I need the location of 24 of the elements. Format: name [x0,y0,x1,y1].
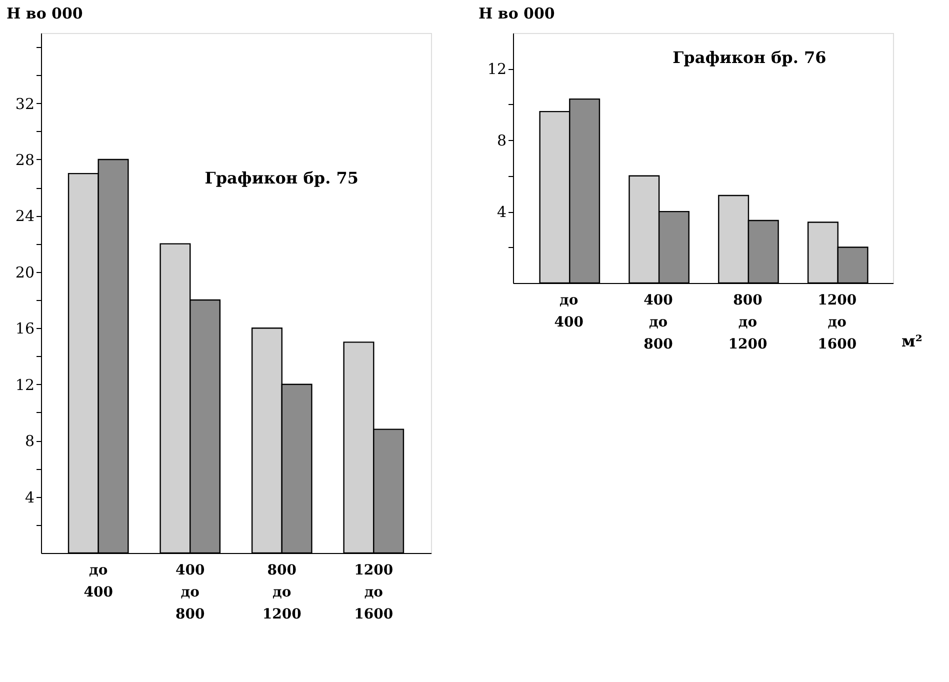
x-tick-label: 400 до 800 [176,562,205,622]
x-tick-label: до 400 [84,562,114,600]
y-axis-title: Н во 000 [478,4,555,22]
x-tick-label: до 400 [554,292,584,330]
text: Графикон бр. 76 [672,48,826,67]
y-tick-label: 12 [487,60,506,78]
text: Графикон бр. 75 [204,168,358,188]
x-tick-label: 1200 до 1600 [818,292,857,352]
y-tick-label: 32 [15,94,34,113]
y-tick-label: 20 [15,263,34,282]
y-axis-title: Н во 000 [6,4,83,22]
x-tick-label: 400 до 800 [644,292,674,352]
y-tick-label: 8 [24,432,34,450]
x-axis-title: м² [902,332,922,350]
y-tick-label: 4 [496,203,506,222]
x-tick-label: 800 до 1200 [262,562,302,622]
y-tick-label: 16 [15,320,34,338]
y-tick-label: 28 [15,150,34,169]
x-tick-label: 800 до 1200 [728,292,768,352]
x-tick-label: 1200 до 1600 [354,562,394,622]
y-tick-label: 24 [15,207,34,226]
y-tick-label: 8 [496,132,506,150]
y-tick-label: 12 [15,376,34,394]
y-tick-label: 4 [24,488,34,506]
